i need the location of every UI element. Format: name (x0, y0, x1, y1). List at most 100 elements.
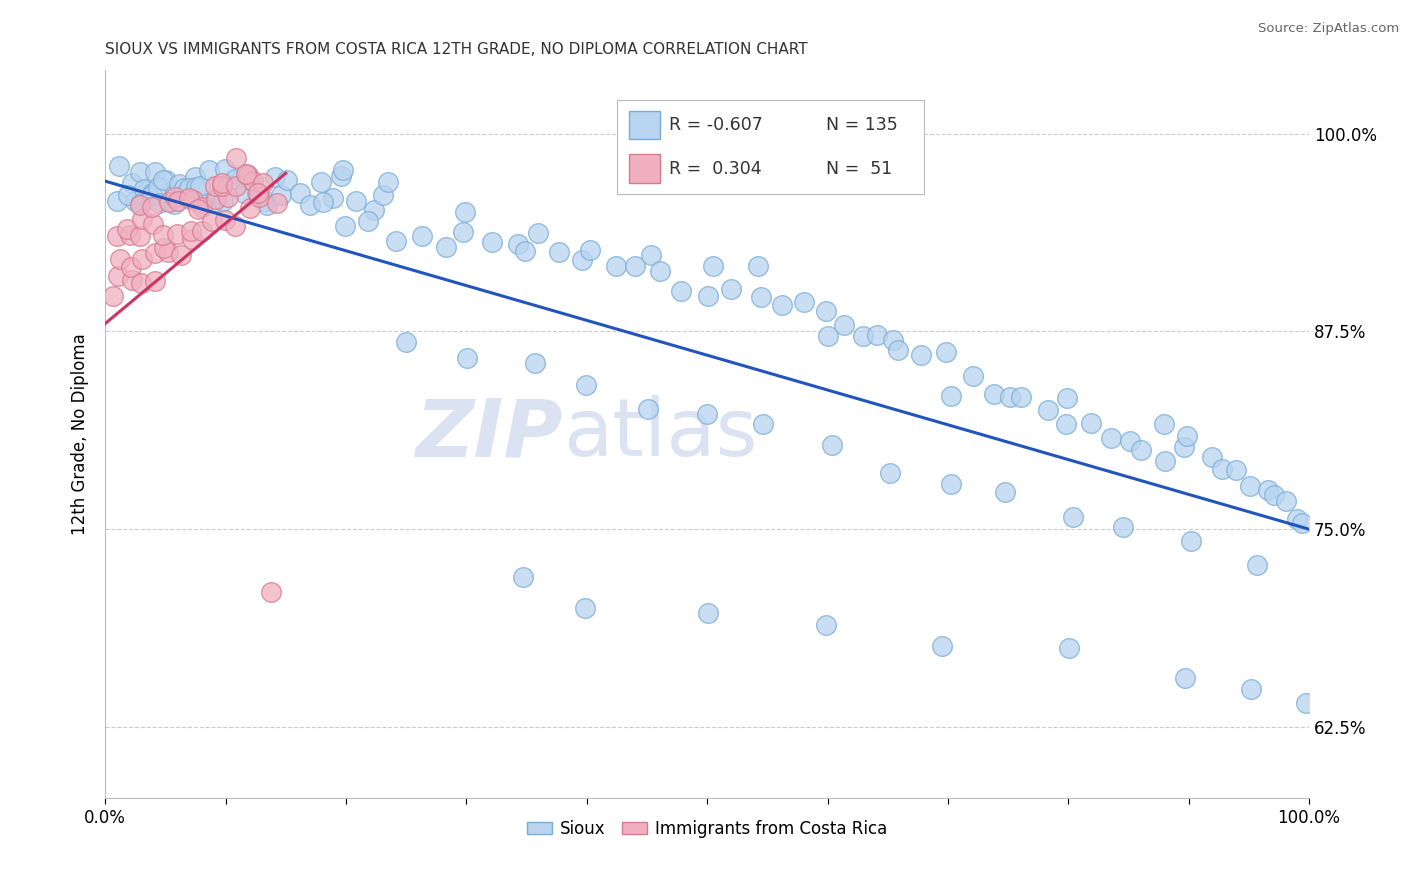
Point (669, 284, 692, 298)
Point (1180, 534, 1202, 549)
Point (527, 226, 550, 240)
Point (131, 252, 153, 267)
Point (1054, 417, 1077, 431)
Point (363, 202, 385, 217)
Point (235, 168, 257, 182)
Point (793, 295, 815, 310)
Point (129, 229, 152, 244)
Point (377, 175, 399, 189)
Point (994, 484, 1017, 499)
Point (815, 304, 838, 318)
Point (623, 259, 645, 273)
Point (747, 259, 769, 273)
Point (233, 186, 256, 200)
Text: Source: ZipAtlas.com: Source: ZipAtlas.com (1258, 22, 1399, 36)
Point (163, 188, 186, 202)
Point (170, 248, 193, 262)
Point (749, 290, 772, 304)
Point (153, 241, 176, 255)
Point (191, 195, 214, 210)
Point (814, 618, 837, 632)
Point (1257, 483, 1279, 498)
Point (120, 260, 142, 274)
Point (177, 181, 200, 195)
Point (239, 201, 262, 215)
Point (1112, 520, 1135, 534)
Point (177, 191, 200, 205)
Point (152, 173, 174, 187)
Point (191, 200, 214, 214)
Point (260, 585, 283, 599)
Point (385, 234, 408, 248)
Point (939, 477, 962, 491)
Point (962, 368, 984, 383)
Point (263, 170, 285, 185)
Point (101, 289, 124, 303)
Point (720, 283, 742, 297)
Point (356, 214, 378, 228)
Point (332, 163, 354, 178)
Point (1080, 416, 1102, 430)
Point (238, 168, 260, 182)
Point (252, 176, 274, 190)
Point (128, 197, 150, 211)
Point (395, 334, 418, 349)
Point (121, 273, 143, 287)
Point (931, 639, 953, 653)
Point (148, 179, 170, 194)
Point (165, 190, 187, 204)
Point (1246, 558, 1268, 573)
Point (941, 389, 963, 403)
Point (198, 162, 221, 177)
Point (129, 276, 152, 290)
Point (696, 606, 718, 620)
Text: ZIP: ZIP (415, 395, 562, 474)
Point (181, 194, 204, 208)
Point (1099, 431, 1122, 445)
Point (188, 178, 211, 193)
Point (143, 165, 166, 179)
Point (454, 204, 477, 219)
Point (637, 401, 659, 416)
Point (817, 329, 839, 343)
Point (180, 224, 202, 238)
Point (246, 186, 269, 201)
Point (142, 217, 165, 231)
Point (1275, 494, 1298, 508)
Point (276, 173, 298, 187)
Point (887, 343, 910, 357)
Point (141, 186, 163, 201)
Point (211, 176, 233, 190)
Point (204, 192, 226, 206)
Point (1211, 462, 1233, 476)
Point (650, 264, 672, 278)
Point (129, 198, 152, 212)
Point (242, 174, 264, 188)
Point (311, 175, 333, 189)
Point (115, 222, 138, 236)
Point (571, 252, 593, 267)
Point (143, 274, 166, 288)
Point (157, 194, 180, 209)
Y-axis label: 12th Grade, No Diploma: 12th Grade, No Diploma (72, 334, 89, 535)
Point (266, 195, 288, 210)
Point (121, 176, 143, 190)
Point (253, 194, 276, 208)
Point (434, 239, 457, 253)
Point (118, 227, 141, 242)
Point (239, 173, 262, 187)
Point (235, 167, 257, 181)
Point (247, 190, 270, 204)
Point (180, 231, 202, 245)
Point (866, 328, 889, 343)
Point (1239, 478, 1261, 492)
Point (214, 161, 236, 176)
Point (697, 289, 720, 303)
Point (1175, 429, 1198, 443)
Point (124, 194, 146, 208)
Point (108, 159, 131, 173)
Text: atlas: atlas (562, 395, 756, 474)
Point (156, 245, 179, 260)
Point (1010, 391, 1032, 405)
Point (1201, 450, 1223, 464)
